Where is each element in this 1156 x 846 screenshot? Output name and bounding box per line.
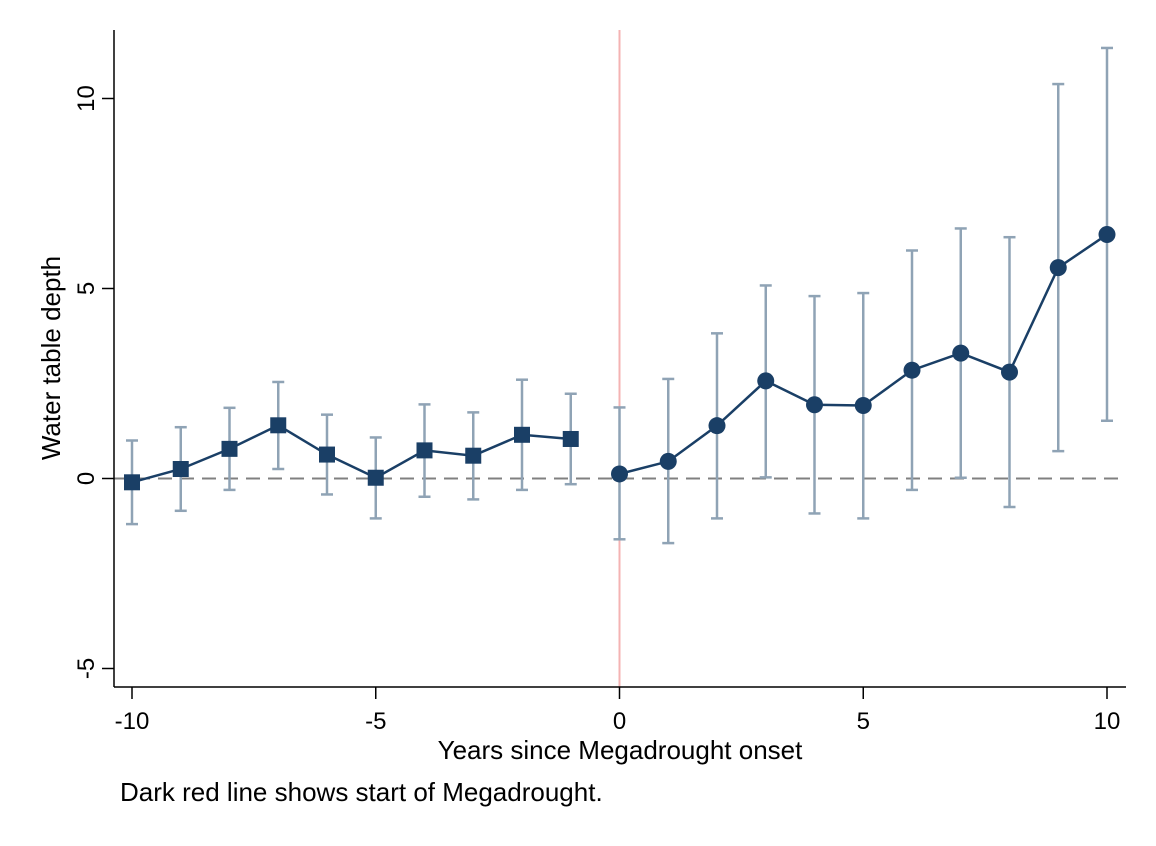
x-tick-label: -5 — [365, 708, 386, 735]
axis-ticks: -10 -5 0 5 10 -5 0 5 10 — [73, 85, 1120, 735]
circle-marker-6 — [903, 361, 921, 379]
square-marker-7 — [465, 447, 482, 464]
x-axis-title: Years since Megadrought onset — [438, 735, 804, 765]
series-line-0 — [131, 423, 571, 484]
circle-marker-5 — [854, 397, 872, 415]
y-tick-label: -5 — [73, 658, 100, 679]
x-tick-label: 0 — [613, 708, 626, 735]
y-tick-label: 10 — [73, 85, 100, 112]
x-tick-label: 5 — [857, 708, 870, 735]
circle-marker-10 — [1098, 226, 1116, 244]
x-tick-label: -10 — [115, 708, 150, 735]
square-marker-0 — [124, 474, 140, 491]
square-marker-4 — [319, 446, 335, 463]
chart-note: Dark red line shows start of Megadrought… — [120, 777, 603, 807]
y-axis-title: Water table depth — [36, 256, 66, 460]
square-marker-3 — [270, 417, 287, 434]
x-tick-label: 10 — [1094, 708, 1121, 735]
square-marker-8 — [514, 426, 530, 443]
square-marker-2 — [221, 440, 238, 457]
square-marker-5 — [367, 469, 384, 486]
series-markers — [124, 226, 1116, 491]
circle-marker-2 — [708, 417, 726, 435]
square-marker-6 — [416, 442, 433, 459]
circle-marker-3 — [757, 372, 775, 390]
circle-marker-4 — [806, 396, 823, 414]
circle-marker-9 — [1049, 259, 1067, 277]
circle-marker-8 — [1001, 363, 1018, 381]
y-tick-label: 5 — [73, 282, 100, 295]
circle-marker-1 — [659, 452, 677, 470]
circle-marker-7 — [952, 344, 970, 362]
square-marker-9 — [562, 430, 579, 447]
circle-marker-0 — [611, 465, 628, 483]
y-tick-label: 0 — [73, 472, 100, 485]
square-marker-1 — [172, 461, 189, 477]
